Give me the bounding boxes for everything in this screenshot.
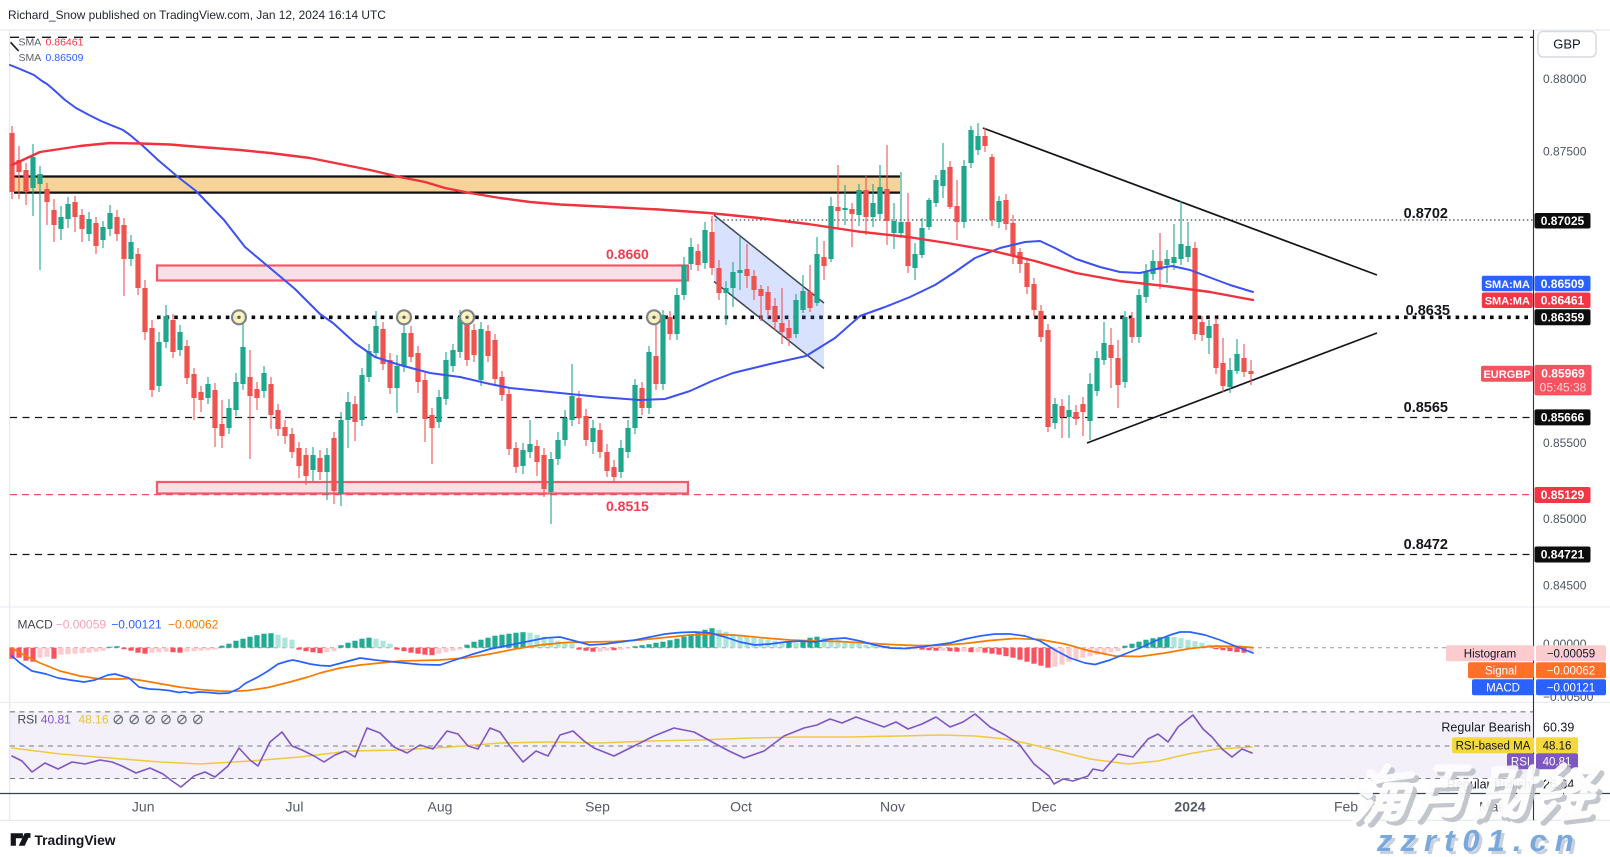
svg-text:48.16: 48.16 (1543, 741, 1572, 753)
svg-text:EURGBP: EURGBP (1483, 369, 1530, 381)
svg-text:−0.00062: −0.00062 (1547, 665, 1595, 677)
svg-text:Richard_Snow published on Trad: Richard_Snow published on TradingView.co… (8, 8, 386, 22)
svg-text:zzrt01.cn: zzrt01.cn (1376, 823, 1582, 857)
svg-text:0.86509: 0.86509 (46, 52, 84, 64)
svg-text:−0.00059: −0.00059 (1547, 648, 1595, 660)
svg-text:Dec: Dec (1032, 799, 1057, 815)
svg-text:SMA:MA: SMA:MA (1485, 295, 1530, 307)
svg-text:0.86461: 0.86461 (46, 36, 84, 48)
svg-text:RSI-based MA: RSI-based MA (1456, 741, 1531, 753)
svg-text:TradingView: TradingView (35, 833, 116, 848)
svg-text:0.8472: 0.8472 (1404, 537, 1448, 553)
svg-text:Regular Bearish: Regular Bearish (1441, 721, 1531, 735)
svg-text:05:45:38: 05:45:38 (1540, 381, 1587, 395)
svg-text:Oct: Oct (730, 799, 752, 815)
svg-text:0.85666: 0.85666 (1541, 411, 1585, 425)
svg-text:0.86359: 0.86359 (1541, 310, 1585, 324)
svg-text:40.81: 40.81 (41, 712, 71, 726)
svg-text:0.87500: 0.87500 (1543, 145, 1587, 159)
svg-text:2024: 2024 (1174, 799, 1205, 815)
svg-text:0.8635: 0.8635 (1406, 303, 1450, 319)
svg-text:Histogram: Histogram (1464, 648, 1516, 660)
svg-text:0.86461: 0.86461 (1541, 293, 1585, 307)
svg-text:0.86509: 0.86509 (1541, 277, 1585, 291)
svg-text:0.88000: 0.88000 (1543, 72, 1587, 86)
svg-text:SMA: SMA (19, 52, 42, 64)
svg-text:RSI: RSI (18, 712, 38, 726)
svg-text:0.8702: 0.8702 (1404, 206, 1448, 222)
svg-text:48.16: 48.16 (79, 712, 109, 726)
svg-text:0.85000: 0.85000 (1543, 512, 1587, 526)
svg-text:Sep: Sep (585, 799, 610, 815)
svg-text:0.8660: 0.8660 (606, 246, 649, 262)
svg-text:0.87025: 0.87025 (1541, 214, 1585, 228)
svg-text:60.39: 60.39 (1543, 721, 1574, 735)
svg-text:MACD: MACD (1486, 682, 1520, 694)
svg-text:0.84500: 0.84500 (1543, 579, 1587, 593)
svg-text:0.85969: 0.85969 (1541, 367, 1585, 381)
svg-text:Jun: Jun (132, 799, 155, 815)
svg-text:Signal: Signal (1485, 665, 1517, 677)
svg-text:0.8565: 0.8565 (1404, 400, 1448, 416)
svg-text:MACD: MACD (18, 618, 54, 632)
svg-text:SMA: SMA (19, 36, 42, 48)
svg-text:GBP: GBP (1553, 37, 1580, 52)
svg-text:Feb: Feb (1334, 799, 1358, 815)
svg-text:0.84721: 0.84721 (1541, 548, 1585, 562)
svg-text:0.85129: 0.85129 (1541, 488, 1585, 502)
svg-text:Jul: Jul (286, 799, 304, 815)
svg-text:SMA:MA: SMA:MA (1485, 279, 1530, 291)
svg-text:0.85500: 0.85500 (1543, 436, 1587, 450)
svg-text:Aug: Aug (428, 799, 453, 815)
svg-text:−0.00121: −0.00121 (111, 618, 162, 632)
svg-text:0.8515: 0.8515 (606, 498, 649, 514)
svg-text:−0.00062: −0.00062 (168, 618, 219, 632)
svg-text:−0.00059: −0.00059 (56, 618, 107, 632)
svg-text:zzrt01.cn: zzrt01.cn (1379, 826, 1585, 857)
svg-text:Nov: Nov (880, 799, 905, 815)
svg-text:−0.00121: −0.00121 (1547, 682, 1595, 694)
